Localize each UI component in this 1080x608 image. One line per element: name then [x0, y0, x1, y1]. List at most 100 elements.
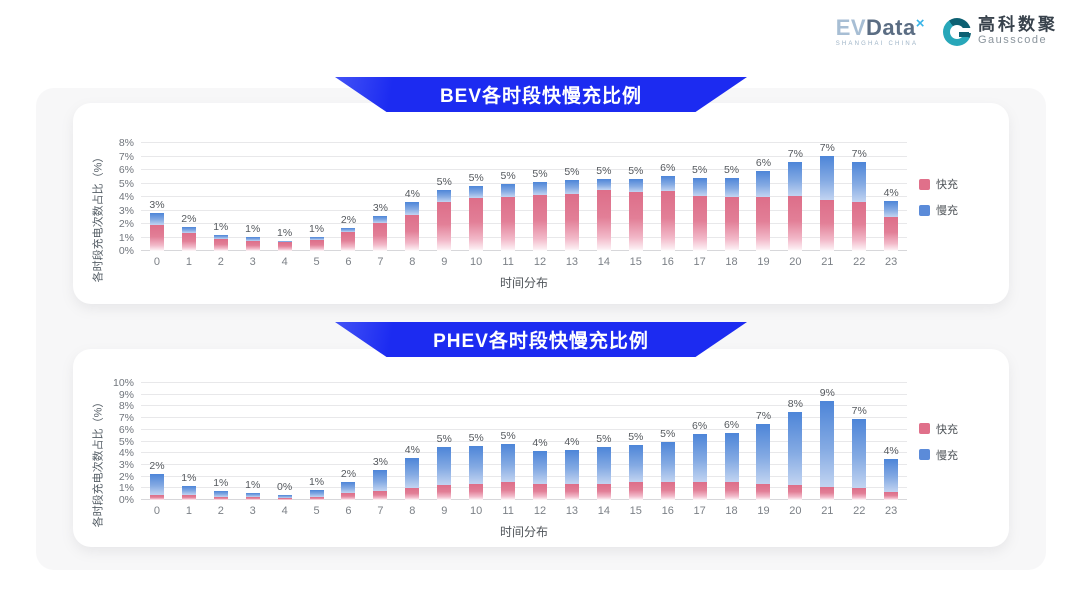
slow-charge-segment [341, 228, 356, 233]
x-axis-baseline [141, 499, 907, 500]
bev-legend: 快充 慢充 [907, 143, 993, 251]
phev-title-banner: PHEV各时段快慢充比例 [335, 322, 747, 357]
slow-charge-segment [149, 474, 164, 495]
bar-column-12: 5% [524, 143, 556, 251]
y-tick-label: 9% [118, 388, 134, 401]
bar-column-22: 7% [843, 143, 875, 251]
bar-column-2: 1% [205, 143, 237, 251]
fast-charge-segment [756, 483, 771, 500]
x-tick-label: 9 [441, 256, 448, 268]
phev-chart: 各时段充电次数占比（%） 0% 1% 2% 3% 4% 5% 6% 7% 8% 9% 10% 2% 1… [87, 377, 993, 540]
gridline [141, 382, 907, 383]
bar-column-0: 2% [141, 383, 173, 500]
x-tick-label: 17 [693, 505, 706, 517]
fast-charge-segment [309, 496, 324, 500]
x-tick-label: 3 [249, 505, 256, 517]
legend-swatch [919, 449, 930, 460]
bev-chart-section: BEV各时段快慢充比例 各时段充电次数占比（%） 0% 1% 2% 3% 4% 5% 6% 7… [36, 77, 1046, 304]
phev-plot-area: 2% 1% 1% 1% 0% 1% 2% 3% 4% 5% 5% 5% 4% 4% 5% 5% 5% 6% 6% 7%… [141, 382, 907, 500]
x-tick-label: 18 [725, 505, 738, 517]
x-tick-label: 9 [441, 505, 448, 517]
bar-total-label: 4% [404, 188, 420, 201]
evdata-city-text: SHANGHAI CHINA [835, 40, 919, 47]
phev-chart-card: 各时段充电次数占比（%） 0% 1% 2% 3% 4% 5% 6% 7% 8% 9% 10% 2% 1… [73, 349, 1009, 547]
slow-charge-segment [756, 171, 771, 197]
bev-y-axis-title-box: 各时段充电次数占比（%） [87, 143, 107, 291]
slow-charge-segment [405, 202, 420, 215]
bar-column-23: 4% [875, 383, 907, 500]
fast-charge-segment [373, 490, 388, 500]
slow-charge-segment [277, 240, 292, 243]
slow-charge-segment [245, 237, 260, 241]
slow-charge-segment [437, 447, 452, 485]
y-tick-label: 8% [118, 137, 134, 149]
y-tick-label: 4% [118, 447, 134, 460]
x-tick-label: 4 [281, 256, 288, 268]
bar-total-label: 5% [596, 433, 612, 446]
slow-charge-segment [596, 447, 611, 484]
bar-column-11: 5% [492, 143, 524, 251]
slow-charge-segment [852, 161, 867, 203]
bar-total-label: 5% [500, 170, 516, 183]
bar-total-label: 6% [723, 419, 740, 432]
fast-charge-segment [341, 492, 356, 500]
fast-charge-segment [149, 494, 164, 500]
slow-charge-segment [628, 445, 643, 483]
slow-charge-segment [501, 443, 516, 483]
fast-charge-segment [277, 497, 292, 500]
bar-total-label: 3% [372, 455, 388, 468]
gridline [141, 463, 907, 465]
bar-total-label: 5% [468, 432, 484, 445]
evdata-data-text: Data [866, 14, 916, 40]
x-tick-label: 14 [597, 256, 610, 268]
x-tick-label: 15 [629, 256, 642, 268]
bar-column-17: 5% [684, 143, 716, 251]
bar-column-3: 1% [237, 143, 269, 251]
gausscode-g-icon [943, 17, 972, 46]
x-tick-label: 0 [153, 256, 161, 268]
bar-column-14: 5% [588, 383, 620, 500]
slow-charge-segment [341, 482, 356, 493]
gausscode-cn-name: 高科数聚 [978, 15, 1058, 34]
gausscode-logo: 高科数聚 Gausscode [943, 16, 1058, 47]
fast-charge-segment [564, 483, 579, 500]
slow-charge-segment [724, 178, 739, 197]
y-tick-label: 5% [118, 435, 134, 448]
bar-total-label: 5% [500, 429, 516, 442]
bar-total-label: 5% [468, 171, 484, 184]
fast-charge-segment [596, 190, 611, 251]
fast-charge-segment [405, 488, 420, 500]
bar-total-label: 1% [213, 220, 229, 233]
x-tick-label: 21 [821, 505, 834, 517]
x-tick-label: 22 [853, 256, 866, 268]
bev-x-axis-title: 时间分布 [499, 276, 548, 290]
fast-charge-segment [469, 198, 484, 251]
bar-total-label: 5% [723, 164, 740, 177]
bar-column-21: 9% [811, 383, 843, 500]
gridline [141, 475, 907, 477]
x-tick-label: 7 [377, 256, 384, 268]
slow-charge-segment [884, 201, 899, 218]
header-logos: EVData× SHANGHAI CHINA 高科数聚 Gausscode [835, 14, 1058, 47]
bar-column-19: 7% [748, 383, 780, 500]
bar-column-3: 1% [237, 383, 269, 500]
x-tick-label: 7 [377, 505, 384, 517]
fast-charge-segment [405, 214, 420, 251]
slow-charge-segment [533, 450, 548, 484]
bar-column-9: 5% [428, 383, 460, 500]
gridline [141, 417, 907, 419]
bar-column-10: 5% [460, 143, 492, 251]
bar-column-6: 2% [333, 383, 365, 500]
bar-total-label: 7% [787, 147, 803, 160]
y-tick-label: 10% [112, 377, 134, 389]
fast-charge-segment [756, 197, 771, 251]
x-tick-label: 23 [885, 256, 898, 268]
bar-column-23: 4% [875, 143, 907, 251]
x-tick-label: 19 [757, 256, 770, 268]
legend-swatch [919, 178, 930, 190]
y-tick-label: 7% [118, 150, 134, 163]
fast-charge-segment [724, 197, 739, 251]
x-tick-label: 16 [661, 256, 674, 268]
gridline [141, 440, 907, 442]
bar-total-label: 5% [660, 427, 676, 440]
